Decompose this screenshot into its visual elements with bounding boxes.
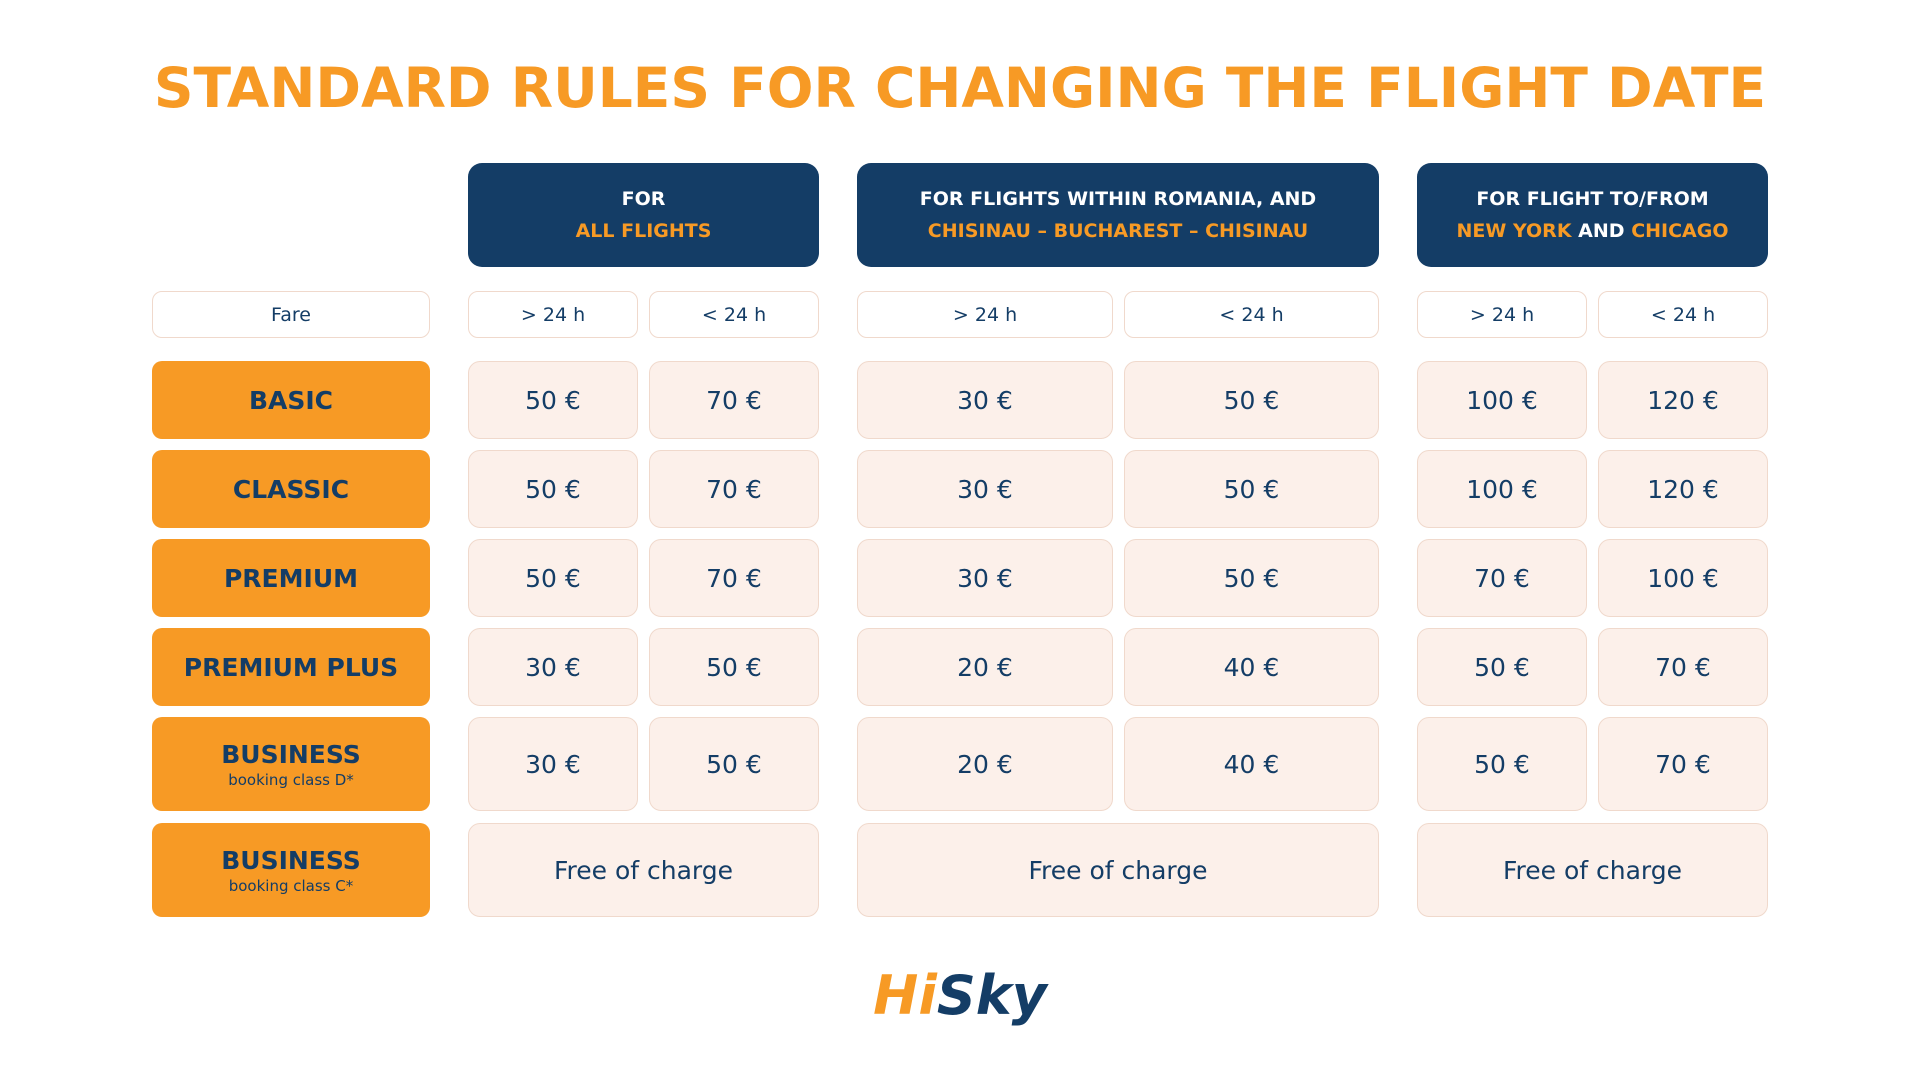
logo: Hi Sky — [860, 960, 1060, 1030]
price-cell: 50 € — [468, 361, 638, 439]
header-text: FOR FLIGHT TO/FROM — [1476, 188, 1709, 210]
price-cell: 30 € — [468, 717, 638, 811]
price-cell: 30 € — [468, 628, 638, 706]
price-cell: 50 € — [1124, 450, 1379, 528]
price-cell: 70 € — [1598, 628, 1768, 706]
price-cell: Free of charge — [857, 823, 1379, 917]
fare-text: BUSINESS — [221, 739, 361, 769]
fare-name: PREMIUM — [152, 539, 430, 617]
fare-name: BASIC — [152, 361, 430, 439]
column-header: FOR FLIGHT TO/FROM NEW YORK AND CHICAGO — [1417, 163, 1768, 267]
price-cell: 30 € — [857, 450, 1113, 528]
header-line: FOR FLIGHTS WITHIN ROMANIA, AND — [920, 183, 1316, 215]
timing-label: > 24 h — [468, 291, 638, 338]
price-cell: 50 € — [468, 539, 638, 617]
logo-text: Sky — [936, 963, 1047, 1027]
price-cell: 100 € — [1417, 450, 1587, 528]
fare-note: booking class C* — [228, 876, 354, 895]
price-cell: 50 € — [1124, 361, 1379, 439]
fare-name: BUSINESS booking class C* — [152, 823, 430, 917]
price-cell: 50 € — [1417, 717, 1587, 811]
price-cell: 50 € — [649, 717, 819, 811]
header-text: FOR — [621, 188, 666, 210]
price-cell: 120 € — [1598, 450, 1768, 528]
timing-label: > 24 h — [857, 291, 1113, 338]
header-line: FOR — [622, 183, 666, 215]
price-cell: 50 € — [1124, 539, 1379, 617]
price-cell: 120 € — [1598, 361, 1768, 439]
price-cell: 50 € — [1417, 628, 1587, 706]
header-line: ALL FLIGHTS — [576, 215, 712, 247]
column-header: FOR ALL FLIGHTS — [468, 163, 819, 267]
fare-text: CLASSIC — [232, 474, 350, 504]
fare-name: PREMIUM PLUS — [152, 628, 430, 706]
timing-label: < 24 h — [1598, 291, 1768, 338]
price-cell: 30 € — [857, 361, 1113, 439]
timing-label: > 24 h — [1417, 291, 1587, 338]
price-cell: 40 € — [1124, 628, 1379, 706]
fare-note: booking class D* — [228, 770, 354, 789]
header-text: FOR FLIGHTS WITHIN ROMANIA, AND — [919, 188, 1317, 210]
fare-text: BASIC — [248, 385, 334, 415]
header-text: CHICAGO — [1631, 220, 1729, 242]
price-cell: 20 € — [857, 717, 1113, 811]
price-cell: 30 € — [857, 539, 1113, 617]
price-cell: Free of charge — [468, 823, 819, 917]
fare-name: CLASSIC — [152, 450, 430, 528]
price-cell: Free of charge — [1417, 823, 1768, 917]
price-cell: 100 € — [1417, 361, 1587, 439]
price-cell: 70 € — [1598, 717, 1768, 811]
timing-label: < 24 h — [1124, 291, 1379, 338]
price-cell: 70 € — [649, 450, 819, 528]
price-cell: 50 € — [468, 450, 638, 528]
header-line: CHISINAU – BUCHAREST – CHISINAU — [928, 215, 1308, 247]
header-line: FOR FLIGHT TO/FROM — [1476, 183, 1708, 215]
timing-label: < 24 h — [649, 291, 819, 338]
column-header: FOR FLIGHTS WITHIN ROMANIA, AND CHISINAU… — [857, 163, 1379, 267]
logo-text: Hi — [873, 963, 937, 1027]
price-cell: 70 € — [1417, 539, 1587, 617]
price-cell: 70 € — [649, 539, 819, 617]
fare-name: BUSINESS booking class D* — [152, 717, 430, 811]
fare-text: BUSINESS — [221, 845, 361, 875]
price-cell: 70 € — [649, 361, 819, 439]
price-cell: 40 € — [1124, 717, 1379, 811]
header-line: NEW YORK AND CHICAGO — [1457, 215, 1729, 247]
fare-text: PREMIUM — [223, 563, 358, 593]
fare-text: PREMIUM PLUS — [183, 652, 399, 682]
header-text: ALL FLIGHTS — [575, 220, 712, 242]
title: STANDARD RULES FOR CHANGING THE FLIGHT D… — [153, 56, 1767, 120]
header-text: AND — [1578, 220, 1625, 242]
price-cell: 20 € — [857, 628, 1113, 706]
price-cell: 100 € — [1598, 539, 1768, 617]
header-text: NEW YORK — [1456, 220, 1572, 242]
fare-label: Fare — [152, 291, 430, 338]
price-cell: 50 € — [649, 628, 819, 706]
header-text: CHISINAU – BUCHAREST – CHISINAU — [927, 220, 1309, 242]
